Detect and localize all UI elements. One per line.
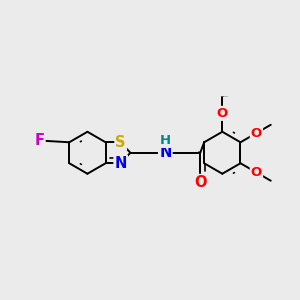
Text: O: O	[251, 166, 262, 179]
Text: S: S	[116, 135, 126, 150]
Text: N: N	[159, 145, 172, 160]
Text: F: F	[34, 133, 44, 148]
Text: O: O	[251, 127, 262, 140]
Text: O: O	[217, 107, 228, 120]
Text: N: N	[115, 156, 127, 171]
Text: methoxy: methoxy	[223, 96, 230, 98]
Text: H: H	[160, 134, 171, 147]
Text: O: O	[194, 175, 206, 190]
